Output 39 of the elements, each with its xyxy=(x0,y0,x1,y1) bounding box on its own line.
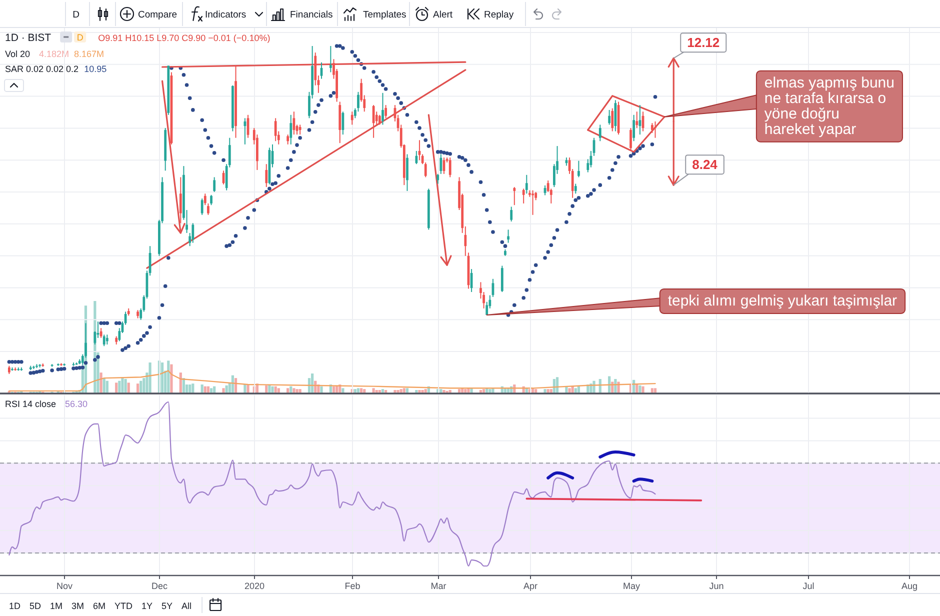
text: Alert xyxy=(433,10,453,20)
text: D xyxy=(76,32,84,42)
text: 1Y xyxy=(142,601,153,611)
text: Compare xyxy=(138,10,178,20)
text: O9.91 H10.15 L9.70 C9.90 −0.01 (−0.10%) xyxy=(98,33,270,43)
text: Financials xyxy=(290,10,334,20)
x-tick-label: Jun xyxy=(709,581,724,591)
text: All xyxy=(182,601,192,611)
series-label: 56.30 xyxy=(65,399,88,409)
text: YTD xyxy=(114,601,134,611)
text: D xyxy=(72,10,80,20)
text: 5Y xyxy=(162,601,173,611)
text: 8.167M xyxy=(74,49,104,59)
text: Templates xyxy=(363,10,407,20)
text: Indicators xyxy=(205,10,246,20)
text: 6M xyxy=(93,601,106,611)
text: 5D xyxy=(30,601,42,611)
x-tick-label: Jul xyxy=(802,581,814,591)
x-tick-label: Dec xyxy=(151,581,168,591)
text: 3M xyxy=(72,601,84,611)
chart-title: RSI 14 close xyxy=(5,399,56,409)
x-tick-label: Nov xyxy=(56,581,73,591)
text: 4.182M xyxy=(39,49,70,59)
text: 1M xyxy=(50,601,63,611)
text: SAR 0.02 0.02 0.2 10.95 xyxy=(5,64,107,74)
annotation: tepki alımı gelmiş yukarı taşimışlar xyxy=(668,292,898,310)
annotation: 8.24 xyxy=(692,157,718,172)
text: 1D xyxy=(9,601,22,611)
text: Replay xyxy=(484,10,514,20)
x-tick-label: Mar xyxy=(430,581,446,591)
x-tick-label: Feb xyxy=(344,581,360,591)
annotation: elmas yapmış bunu ne tarafa kırarsa o yöne doğru hareket yapar xyxy=(764,74,895,138)
annotation: 12.12 xyxy=(687,35,720,50)
chart-title: 1D · BIST xyxy=(5,32,52,44)
x-tick-label: Aug xyxy=(901,581,918,591)
x-tick-label: Apr xyxy=(523,581,538,591)
chart-title: Vol 20 xyxy=(5,49,30,59)
x-tick-label: May xyxy=(622,581,640,591)
x-tick-label: 2020 xyxy=(244,581,265,591)
